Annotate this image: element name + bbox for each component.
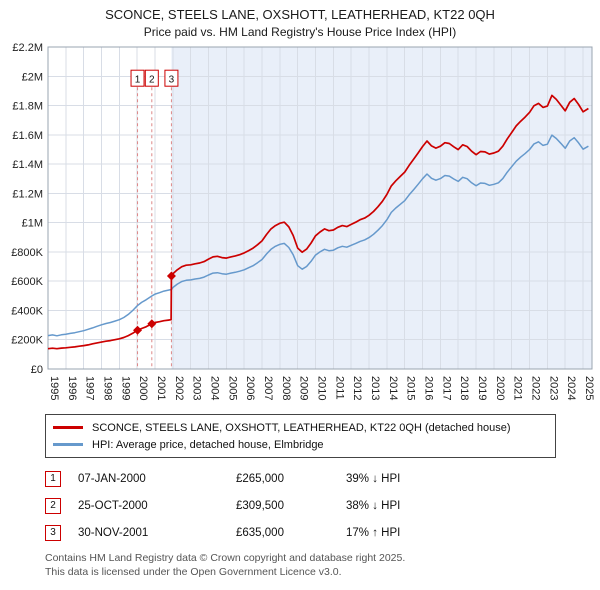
- y-axis-label: £1.8M: [12, 101, 43, 113]
- x-axis-label: 2008: [280, 376, 292, 400]
- property-line-swatch: [53, 426, 83, 429]
- x-axis-label: 2019: [476, 376, 488, 400]
- y-axis-label: £1.2M: [12, 188, 43, 200]
- transaction-number-box: [164, 69, 179, 87]
- transaction-number-box: [144, 69, 159, 87]
- x-axis-label: 2022: [530, 376, 542, 400]
- x-axis-label: 1995: [48, 376, 60, 400]
- x-axis-label: 2003: [191, 376, 203, 400]
- x-axis-label: 2001: [155, 376, 167, 400]
- transaction-price: £309,500: [236, 500, 284, 512]
- legend-label-hpi: HPI: Average price, detached house, Elmb…: [92, 438, 324, 451]
- transaction-row-3: 3 30-NOV-2001 £635,000 17% ↑ HPI: [45, 525, 600, 541]
- x-axis-label: 2010: [316, 376, 328, 400]
- y-axis-label: £2.2M: [12, 42, 43, 54]
- transaction-number-label: 2: [149, 75, 155, 86]
- x-axis-label: 2016: [423, 376, 435, 400]
- transaction-hpi-delta: 38% ↓ HPI: [346, 500, 401, 512]
- transaction-number-badge: 1: [45, 471, 61, 487]
- x-axis-label: 2000: [137, 376, 149, 400]
- plot-border: [47, 46, 593, 370]
- y-axis-label: £600K: [11, 276, 43, 288]
- transaction-price: £635,000: [236, 527, 284, 539]
- x-axis-label: 2004: [209, 376, 221, 400]
- x-axis-label: 2007: [262, 376, 274, 400]
- transaction-date: 30-NOV-2001: [78, 527, 149, 539]
- x-axis-label: 2024: [565, 376, 577, 400]
- chart-title: SCONCE, STEELS LANE, OXSHOTT, LEATHERHEA…: [105, 7, 495, 22]
- footer-line1: Contains HM Land Registry data © Crown c…: [45, 552, 406, 564]
- transaction-number-badge: 3: [45, 525, 61, 541]
- transaction-hpi-delta: 17% ↑ HPI: [346, 527, 401, 539]
- transaction-number-badge: 2: [45, 498, 61, 514]
- transaction-marker-diamond: [166, 271, 176, 281]
- transaction-number-label: 1: [135, 75, 141, 86]
- y-axis-label: £200K: [11, 335, 43, 347]
- y-axis-label: £1.4M: [12, 159, 43, 171]
- x-axis-label: 2025: [583, 376, 595, 400]
- price-history-chart: £0 £200K £400K £600K £800K £1M £1.2M £1.4M £1.6M…: [11, 42, 595, 400]
- transaction-number-box: [130, 69, 145, 87]
- transaction-marker-diamond: [133, 325, 143, 335]
- legend-item-property: SCONCE, STEELS LANE, OXSHOTT, LEATHERHEA…: [53, 419, 548, 436]
- footer-line2: This data is licensed under the Open Gov…: [45, 565, 342, 578]
- y-axis-label: £1M: [22, 218, 43, 230]
- license-note: Contains HM Land Registry data © Crown c…: [45, 552, 600, 579]
- hpi-line-swatch: [53, 443, 83, 446]
- transaction-date: 25-OCT-2000: [78, 500, 148, 512]
- transaction-marker-diamond: [147, 319, 157, 329]
- x-axis-label: 2013: [369, 376, 381, 400]
- x-axis-label: 2014: [387, 376, 399, 400]
- x-axis-label: 2018: [458, 376, 470, 400]
- chart-legend: SCONCE, STEELS LANE, OXSHOTT, LEATHERHEA…: [45, 414, 556, 458]
- chart-subtitle: Price paid vs. HM Land Registry's House …: [143, 25, 457, 39]
- hpi-line: [47, 134, 589, 337]
- y-axis-label: £0: [31, 364, 43, 376]
- x-axis-label: 2006: [244, 376, 256, 400]
- x-axis-label: 1999: [119, 376, 131, 400]
- hpi-shaded-region: [171, 47, 592, 369]
- x-axis-label: 2020: [494, 376, 506, 400]
- legend-item-hpi: HPI: Average price, detached house, Elmb…: [53, 436, 548, 453]
- transaction-row-2: 2 25-OCT-2000 £309,500 38% ↓ HPI: [45, 498, 600, 514]
- x-axis-label: 2021: [512, 376, 524, 400]
- x-axis-label: 1996: [66, 376, 78, 400]
- transaction-number-label: 3: [169, 75, 175, 86]
- x-axis-label: 2011: [333, 376, 345, 400]
- transaction-price: £265,000: [236, 473, 284, 485]
- legend-label-property: SCONCE, STEELS LANE, OXSHOTT, LEATHERHEA…: [92, 421, 511, 434]
- y-axis-label: £800K: [11, 247, 43, 259]
- transaction-row-1: 1 07-JAN-2000 £265,000 39% ↓ HPI: [45, 471, 600, 487]
- transaction-hpi-delta: 39% ↓ HPI: [346, 473, 401, 485]
- x-axis-label: 2012: [351, 376, 363, 400]
- x-axis-label: 2002: [173, 376, 185, 400]
- x-axis-label: 2023: [547, 376, 559, 400]
- y-axis-label: £1.6M: [12, 130, 43, 142]
- y-axis-label: £2M: [22, 71, 43, 83]
- x-axis-label: 2017: [440, 376, 452, 400]
- transactions-table: 1 07-JAN-2000 £265,000 39% ↓ HPI 2 25-OC…: [45, 471, 600, 541]
- x-axis-label: 2009: [298, 376, 310, 400]
- x-axis-label: 1998: [102, 376, 114, 400]
- y-axis-label: £400K: [11, 305, 43, 317]
- transaction-date: 07-JAN-2000: [78, 473, 146, 485]
- x-axis-label: 1997: [84, 376, 96, 400]
- x-axis-label: 2015: [405, 376, 417, 400]
- x-axis-label: 2005: [226, 376, 238, 400]
